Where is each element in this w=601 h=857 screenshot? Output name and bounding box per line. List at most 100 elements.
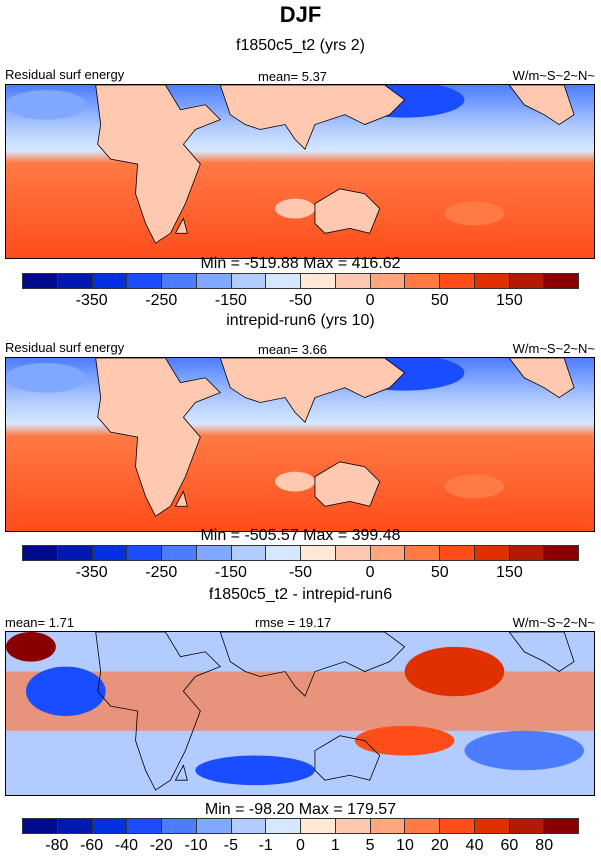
- colorbar-box: [301, 274, 336, 288]
- colorbar-tick-label: 10: [396, 837, 414, 854]
- panel-subtitle: intrepid-run6 (yrs 10): [226, 312, 375, 329]
- colorbar-tick-label: -250: [145, 292, 178, 309]
- colorbar-tick-label: -50: [288, 292, 313, 309]
- colorbar-box: [509, 819, 545, 833]
- colorbar-box: [127, 819, 162, 833]
- colorbar-box: [405, 819, 440, 833]
- units-label: W/m~S~2~N~: [512, 341, 595, 356]
- colorbar-tick-label: -40: [114, 837, 138, 854]
- colorbar-box: [544, 546, 578, 560]
- colorbar-box: [266, 819, 301, 833]
- figure-title: DJF: [279, 2, 322, 27]
- colorbar-box: [23, 546, 58, 560]
- colorbar-tick-label: -1: [258, 837, 273, 854]
- colorbar-box: [474, 274, 510, 288]
- colorbar-tick-label: 40: [465, 837, 484, 854]
- variable-label: Residual surf energy: [5, 67, 125, 82]
- colorbar-box: [231, 274, 267, 288]
- colorbar-box: [92, 274, 128, 288]
- colorbar-tick-label: 0: [365, 564, 375, 581]
- colorbar-tick-label: 150: [496, 564, 523, 581]
- colorbar-box: [370, 274, 406, 288]
- min-max-label: Min = -505.57 Max = 399.48: [200, 527, 401, 544]
- colorbar-box: [162, 546, 197, 560]
- map-plot: [5, 631, 595, 796]
- units-label: W/m~S~2~N~: [512, 68, 595, 83]
- colorbar-box: [162, 274, 197, 288]
- map-field: [6, 631, 594, 795]
- colorbar-box: [405, 546, 440, 560]
- colorbar-tick-label: -350: [75, 564, 108, 581]
- colorbar-box: [335, 819, 371, 833]
- panel-subtitle: f1850c5_t2 - intrepid-run6: [208, 586, 393, 603]
- colorbar-box: [440, 274, 475, 288]
- mean-label: mean= 1.71: [5, 615, 75, 630]
- colorbar-box: [92, 819, 128, 833]
- colorbar-tick-label: -10: [184, 837, 208, 854]
- colorbar-box: [57, 546, 93, 560]
- colorbar-box: [370, 546, 406, 560]
- colorbar-box: [509, 546, 545, 560]
- colorbar-box: [335, 274, 371, 288]
- colorbar-box: [474, 546, 510, 560]
- min-max-label: Min = -98.20 Max = 179.57: [204, 801, 397, 818]
- colorbar: [22, 818, 579, 834]
- colorbar-box: [440, 819, 475, 833]
- colorbar-box: [370, 819, 406, 833]
- colorbar-tick-label: 1: [330, 837, 340, 854]
- colorbar-box: [231, 546, 267, 560]
- colorbar-tick-label: 150: [496, 292, 523, 309]
- colorbar: [22, 545, 579, 561]
- colorbar-box: [301, 546, 336, 560]
- colorbar-tick-label: -250: [145, 564, 178, 581]
- colorbar-box: [162, 819, 197, 833]
- mean-label: mean= 3.66: [258, 342, 328, 357]
- colorbar-tick-label: 50: [430, 292, 449, 309]
- colorbar-box: [127, 274, 162, 288]
- colorbar-tick-label: -5: [223, 837, 238, 854]
- colorbar-box: [544, 819, 578, 833]
- colorbar-box: [266, 546, 301, 560]
- colorbar-box: [23, 819, 58, 833]
- colorbar-box: [231, 819, 267, 833]
- colorbar-tick-label: -150: [214, 564, 247, 581]
- colorbar-box: [544, 274, 578, 288]
- colorbar-tick-label: 0: [296, 837, 305, 854]
- map-plot: [5, 355, 595, 532]
- colorbar-box: [196, 274, 232, 288]
- colorbar-tick-label: 80: [535, 837, 554, 854]
- colorbar-tick-label: -150: [214, 292, 247, 309]
- colorbar: [22, 273, 579, 289]
- map-field: [6, 355, 594, 531]
- colorbar-box: [509, 274, 545, 288]
- colorbar-tick-label: 20: [430, 837, 449, 854]
- colorbar-box: [57, 819, 93, 833]
- colorbar-tick-label: 60: [500, 837, 519, 854]
- variable-label: Residual surf energy: [5, 340, 125, 355]
- colorbar-tick-label: -60: [80, 837, 104, 854]
- colorbar-tick-label: 5: [365, 837, 375, 854]
- colorbar-tick-label: -20: [149, 837, 173, 854]
- colorbar-box: [127, 546, 162, 560]
- map-plot: [5, 82, 595, 259]
- units-label: W/m~S~2~N~: [512, 615, 595, 630]
- colorbar-box: [92, 546, 128, 560]
- colorbar-box: [301, 819, 336, 833]
- mean-label: mean= 5.37: [258, 69, 328, 84]
- colorbar-tick-label: -50: [288, 564, 313, 581]
- rmse-label: rmse = 19.17: [255, 615, 332, 630]
- colorbar-box: [440, 546, 475, 560]
- colorbar-box: [335, 546, 371, 560]
- colorbar-box: [196, 819, 232, 833]
- colorbar-box: [57, 274, 93, 288]
- colorbar-box: [405, 274, 440, 288]
- colorbar-box: [474, 819, 510, 833]
- colorbar-tick-label: -80: [45, 837, 69, 854]
- map-field: [6, 82, 594, 258]
- colorbar-tick-label: -350: [75, 292, 108, 309]
- colorbar-box: [196, 546, 232, 560]
- colorbar-tick-label: 50: [430, 564, 449, 581]
- colorbar-box: [266, 274, 301, 288]
- colorbar-box: [23, 274, 58, 288]
- colorbar-tick-label: 0: [365, 292, 375, 309]
